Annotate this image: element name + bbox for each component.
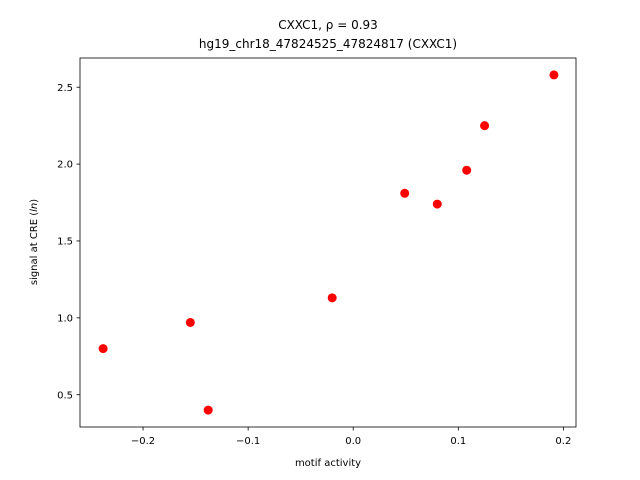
y-tick-label: 0.5 (57, 390, 73, 401)
scatter-point (400, 188, 410, 198)
y-tick-label: 1.5 (57, 237, 73, 248)
scatter-point (549, 70, 559, 80)
scatter-point (203, 405, 213, 415)
scatter-point (462, 165, 472, 175)
y-tick-label: 2.0 (57, 160, 73, 171)
scatter-point (432, 199, 442, 209)
y-tick-label: 2.5 (57, 83, 73, 94)
x-tick-label: −0.1 (236, 436, 260, 447)
y-axis-ticks: 0.5 1.0 1.5 2.0 2.5 (57, 83, 80, 401)
scatter-point (98, 344, 108, 354)
scatter-point (185, 317, 195, 327)
x-axis-ticks: −0.2 −0.1 0.0 0.1 0.2 (131, 427, 571, 447)
chart-title-line1: CXXC1, ρ = 0.93 (278, 18, 378, 32)
y-axis-label-main: signal at CRE ( (29, 212, 40, 285)
scatter-point (480, 121, 490, 131)
x-tick-label: 0.1 (450, 436, 466, 447)
data-points (98, 70, 559, 415)
y-axis-label-italic: ln (29, 203, 40, 212)
x-tick-label: 0.0 (345, 436, 361, 447)
scatter-point (327, 293, 337, 303)
x-tick-label: 0.2 (555, 436, 571, 447)
y-tick-label: 1.0 (57, 313, 73, 324)
y-axis-label: signal at CRE (ln) (29, 199, 40, 285)
x-axis-label: motif activity (295, 458, 361, 469)
chart-title-line2: hg19_chr18_47824525_47824817 (CXXC1) (199, 37, 457, 51)
y-axis-label-end: ) (29, 199, 40, 203)
plot-frame (79, 57, 577, 428)
x-tick-label: −0.2 (131, 436, 155, 447)
